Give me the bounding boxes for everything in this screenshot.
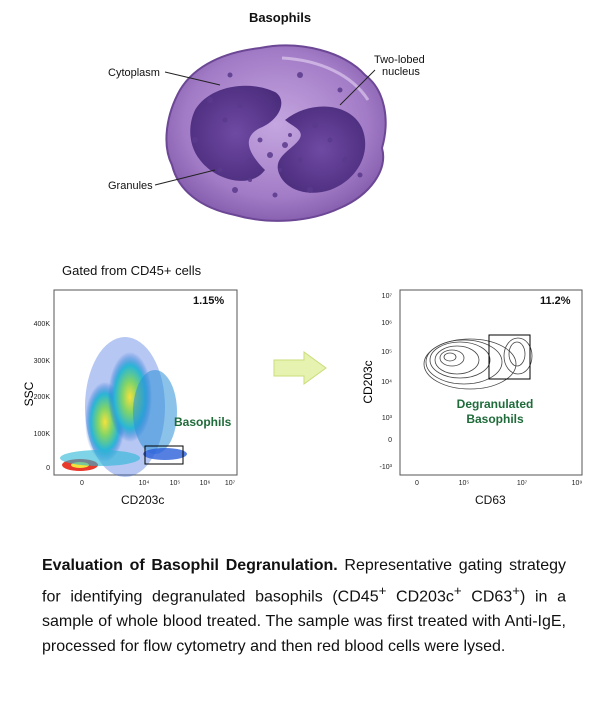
plot2-xtick-0: 0 <box>415 480 419 487</box>
plot1-ytick-300k: 300K <box>34 358 51 365</box>
caption-sup3: + <box>512 583 521 598</box>
plot2-ytick-1e7: 10⁷ <box>382 293 393 300</box>
caption-part1: Representative gating strategy for ident… <box>42 557 566 606</box>
granules-label: Granules <box>108 180 153 192</box>
plot2-gate-label-line1: Degranulated <box>456 397 534 411</box>
plot2-ytick-neg1e3: -10³ <box>380 464 393 471</box>
plot1-ytick-400k: 400K <box>34 321 51 328</box>
plot2: 10⁷ 10⁶ 10⁵ 10⁴ 10³ 0 -10³ 0 10⁵ 10⁷ 10⁹… <box>361 289 583 487</box>
plot1-xtick-1e6: 10⁶ <box>200 480 211 487</box>
caption-part4: ) in a sample of whole blood treated. Th… <box>42 588 567 656</box>
plot1-ytick-100k: 100K <box>34 431 51 438</box>
plot1-ytick-200k: 200K <box>34 394 51 401</box>
plot1-xlabel: CD203c <box>121 493 165 507</box>
nucleus-label-line1: Two-lobed <box>374 54 425 66</box>
plot2-gate-label-line2: Basophils <box>466 412 524 426</box>
plot1-ylabel: SSC <box>22 381 36 406</box>
plot1-xtick-1e7: 10⁷ <box>225 480 236 487</box>
plot2-ytick-1e5: 10⁵ <box>381 349 392 356</box>
plot2-percent: 11.2% <box>540 295 571 307</box>
arrow-icon <box>273 351 327 385</box>
caption-part3: CD63 <box>461 588 513 606</box>
plot2-gate-label: Degranulated Basophils <box>440 397 550 427</box>
figure-title: Basophils <box>248 10 312 25</box>
caption-sup1: + <box>378 583 387 598</box>
caption: Evaluation of Basophil Degranulation. Re… <box>42 553 566 659</box>
plot2-ytick-1e6: 10⁶ <box>381 320 392 327</box>
caption-bold: Evaluation of Basophil Degranulation. <box>42 557 338 574</box>
caption-sup2: + <box>453 583 462 598</box>
plot2-frame <box>399 289 583 476</box>
nucleus-lobe-right <box>277 106 366 193</box>
plot1-gate <box>144 445 184 465</box>
plot1-xtick-1e4: 10⁴ <box>139 480 150 487</box>
plot1-ytick-0: 0 <box>46 465 50 472</box>
plot1-xtick-1e5: 10⁵ <box>170 480 181 487</box>
plot2-ytick-1e3: 10³ <box>382 415 393 422</box>
plot1-percent: 1.15% <box>193 295 225 307</box>
plot1: 400K 300K 200K 100K 0 0 10⁴ 10⁵ 10⁶ 10⁷ … <box>22 289 238 487</box>
plot1-gate-label: Basophils <box>174 415 232 429</box>
plot2-ytick-0: 0 <box>388 437 392 444</box>
nucleus-label-line2: nucleus <box>382 66 420 78</box>
granules <box>192 72 363 198</box>
plot2-gate <box>488 334 531 380</box>
caption-part2: CD203c <box>386 588 454 606</box>
gated-label: Gated from CD45+ cells <box>62 263 202 278</box>
plot1-xtick-0: 0 <box>80 480 84 487</box>
plot2-contours <box>423 337 533 390</box>
plot2-xtick-1e7: 10⁷ <box>517 480 528 487</box>
basophil-illustration <box>154 44 387 222</box>
plot2-xtick-1e5: 10⁵ <box>459 480 470 487</box>
plot2-xtick-1e9: 10⁹ <box>572 480 583 487</box>
nucleus-lobe-left <box>190 85 282 181</box>
plot2-xlabel: CD63 <box>475 493 506 507</box>
plot2-ylabel: CD203c <box>361 360 375 403</box>
plot2-ytick-1e4: 10⁴ <box>381 379 392 386</box>
cytoplasm-label: Cytoplasm <box>108 67 160 79</box>
plot1-density <box>60 337 187 477</box>
